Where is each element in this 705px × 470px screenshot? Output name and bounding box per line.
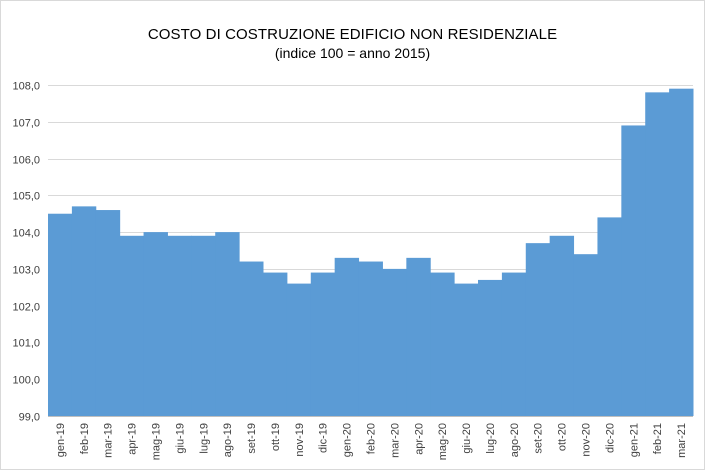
bar: [430, 272, 455, 416]
x-tick-label: gen-19: [55, 423, 67, 457]
bar: [501, 272, 527, 416]
y-tick-label: 100,0: [12, 375, 40, 387]
y-tick-label: 102,0: [12, 302, 40, 314]
y-tick-label: 105,0: [12, 191, 40, 203]
bar: [645, 92, 670, 416]
x-tick-label: nov-20: [581, 423, 593, 457]
bars: [48, 88, 694, 416]
x-tick-label: feb-20: [366, 423, 378, 454]
x-tick-label: ago-20: [509, 423, 521, 457]
y-tick-label: 106,0: [12, 155, 40, 167]
x-tick-label: dic-19: [318, 423, 330, 453]
bar: [478, 279, 503, 416]
bar: [382, 268, 407, 416]
x-tick-label: set-20: [533, 423, 545, 454]
x-tick-label: gen-21: [628, 423, 640, 457]
bar: [454, 283, 479, 416]
y-tick-label: 101,0: [12, 338, 40, 350]
bar: [143, 232, 168, 416]
x-tick-label: mar-20: [389, 423, 401, 458]
bar: [549, 235, 575, 416]
y-tick-label: 99,0: [19, 412, 40, 424]
bar: [334, 257, 360, 416]
y-tick-label: 104,0: [12, 228, 40, 240]
chart-title: COSTO DI COSTRUZIONE EDIFICIO NON RESIDE…: [147, 26, 558, 43]
bar: [525, 243, 551, 416]
x-tick-label: mar-21: [676, 423, 688, 458]
x-tick-label: set-19: [246, 423, 258, 454]
x-tick-label: lug-19: [198, 423, 210, 454]
x-tick-label: lug-20: [485, 423, 497, 454]
bar: [119, 235, 145, 416]
bar: [621, 125, 646, 416]
bar: [167, 235, 192, 416]
bar: [669, 88, 694, 416]
x-tick-label: ott-20: [557, 423, 569, 451]
bar: [597, 217, 622, 416]
y-tick-label: 107,0: [12, 118, 40, 130]
x-tick-label: gen-20: [342, 423, 354, 457]
bar: [263, 272, 288, 416]
bar: [573, 254, 598, 416]
x-tick-label: nov-19: [294, 423, 306, 457]
y-tick-label: 103,0: [12, 265, 40, 277]
bar: [310, 272, 336, 416]
bar: [48, 213, 73, 416]
bar: [406, 257, 431, 416]
y-tick-labels: 99,0 100,0 101,0 102,0 103,0 104,0 105,0 106,0 1…: [12, 81, 40, 424]
x-tick-label: dic-20: [604, 423, 616, 453]
bar: [71, 206, 97, 416]
y-tick-label: 108,0: [12, 81, 40, 93]
x-tick-label: ago-19: [222, 423, 234, 457]
x-tick-label: giu-20: [461, 423, 473, 454]
chart-title-block: COSTO DI COSTRUZIONE EDIFICIO NON RESIDE…: [0, 26, 705, 62]
bar: [191, 235, 216, 416]
x-tick-label: apr-19: [127, 423, 139, 455]
x-tick-label: mag-19: [151, 423, 163, 460]
chart-subtitle: (indice 100 = anno 2015): [274, 45, 431, 61]
x-tick-label: giu-19: [174, 423, 186, 454]
x-tick-label: apr-20: [413, 423, 425, 455]
bar: [95, 210, 121, 416]
bar: [358, 261, 383, 416]
bar: [215, 232, 240, 416]
bar: [239, 261, 264, 416]
x-tick-label: ott-19: [270, 423, 282, 451]
x-tick-label: feb-19: [79, 423, 91, 454]
x-tick-label: mar-19: [103, 423, 115, 458]
x-tick-label: feb-21: [652, 423, 664, 454]
x-tick-labels: gen-19 feb-19 mar-19 apr-19 mag-19 giu-19 lug-…: [55, 423, 688, 460]
x-tick-label: mag-20: [437, 423, 449, 460]
bar: [286, 283, 312, 416]
